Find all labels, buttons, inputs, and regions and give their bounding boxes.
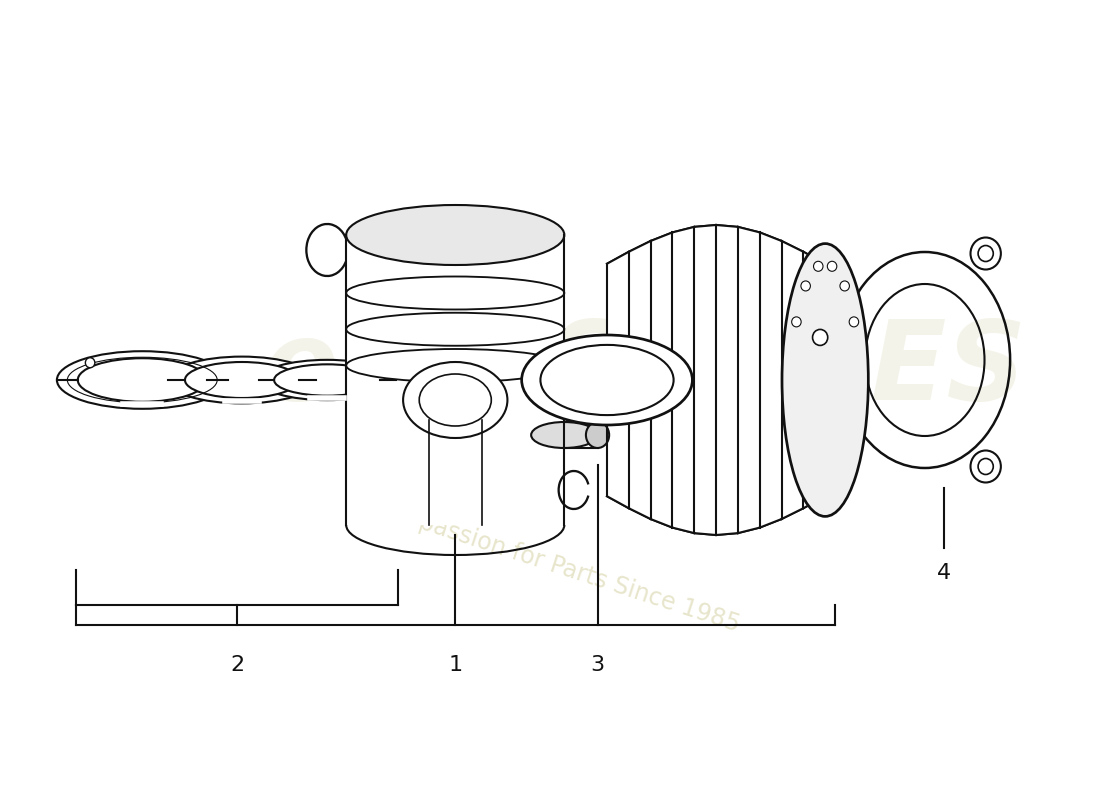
Polygon shape [672,227,694,533]
Ellipse shape [531,422,597,448]
Text: 3: 3 [591,655,605,675]
Ellipse shape [258,360,396,400]
Circle shape [840,281,849,291]
Circle shape [86,358,95,368]
Polygon shape [650,233,672,527]
Polygon shape [716,225,738,535]
Circle shape [827,262,837,271]
Circle shape [978,458,993,474]
Polygon shape [738,227,760,533]
Circle shape [978,246,993,262]
Polygon shape [629,241,650,519]
Ellipse shape [185,362,299,398]
Polygon shape [607,252,629,508]
Ellipse shape [521,335,692,425]
Ellipse shape [782,243,868,517]
Text: 1: 1 [448,655,462,675]
Circle shape [792,317,801,327]
Circle shape [801,281,811,291]
Circle shape [814,262,823,271]
Text: euroSPARES: euroSPARES [263,317,1027,423]
Ellipse shape [168,357,316,403]
Text: a passion for Parts Since 1985: a passion for Parts Since 1985 [395,503,742,637]
Polygon shape [694,225,716,535]
Circle shape [813,330,827,346]
Ellipse shape [78,358,207,402]
Ellipse shape [540,345,673,415]
Polygon shape [346,235,564,525]
Ellipse shape [57,351,228,409]
Circle shape [849,317,859,327]
Text: 4: 4 [937,563,950,583]
Circle shape [970,238,1001,270]
Ellipse shape [274,364,381,396]
Polygon shape [760,233,781,527]
Polygon shape [607,241,825,519]
Circle shape [805,322,835,354]
Ellipse shape [346,205,564,265]
Polygon shape [803,252,825,508]
Ellipse shape [403,362,507,438]
Circle shape [970,450,1001,482]
Polygon shape [781,241,803,519]
Ellipse shape [586,422,609,448]
Text: 2: 2 [230,655,244,675]
